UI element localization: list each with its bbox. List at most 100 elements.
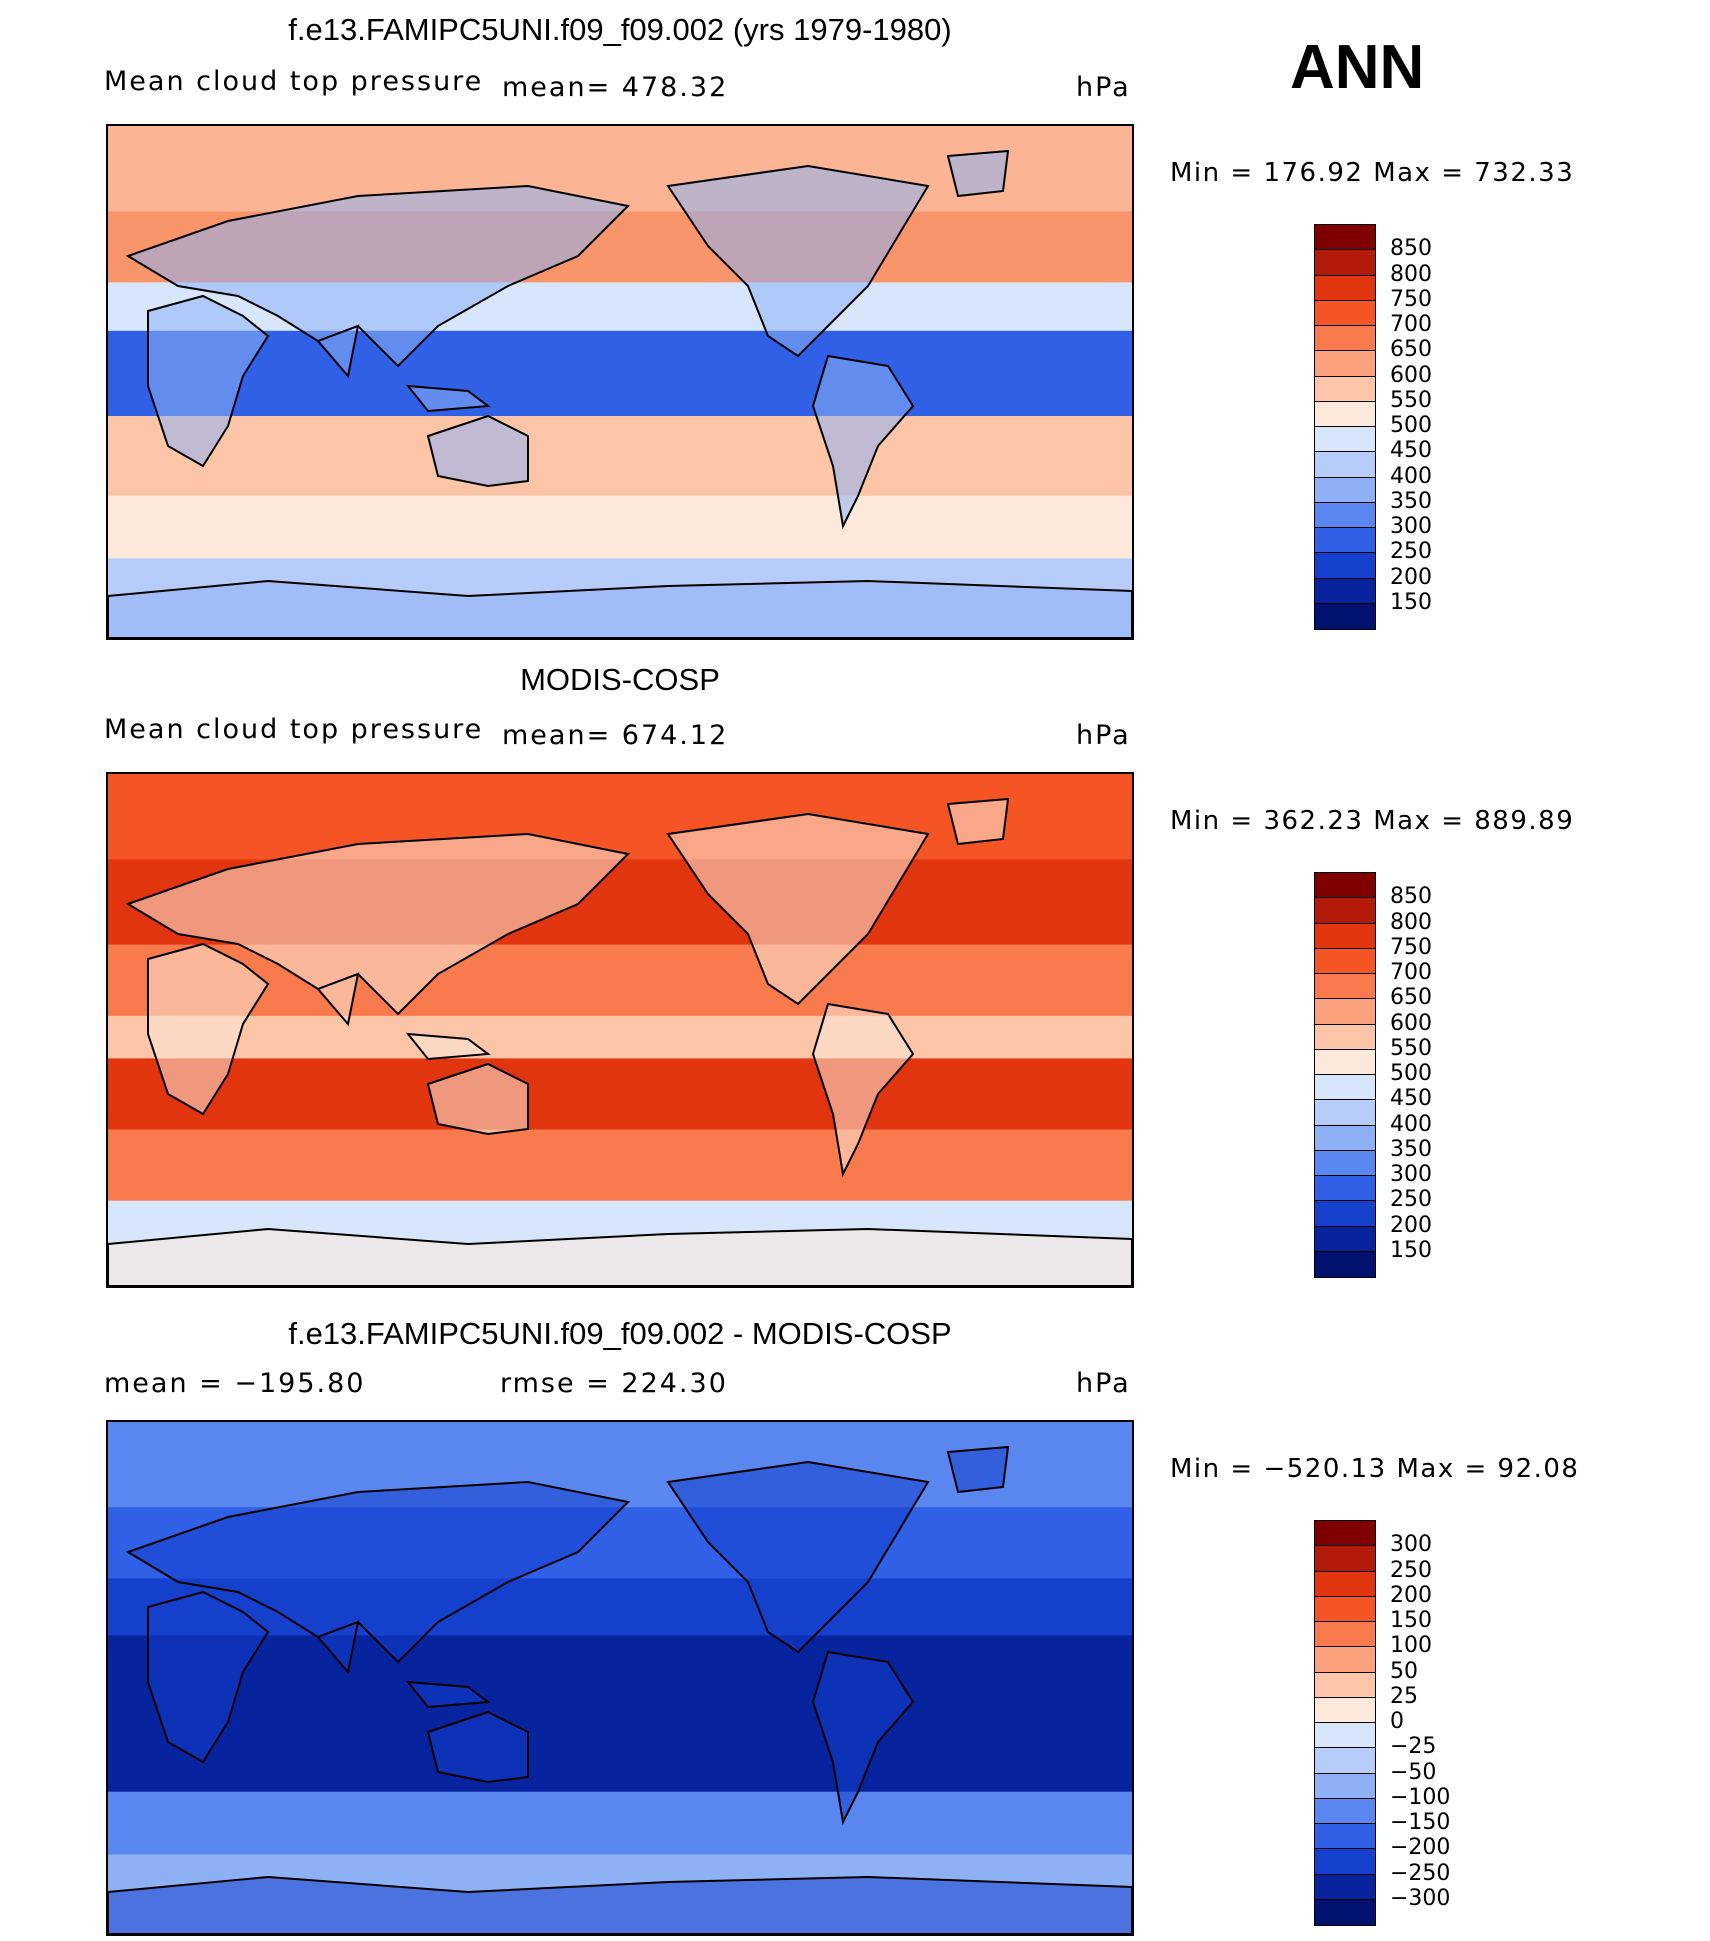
map-obs <box>106 772 1134 1288</box>
colorbar-label: 550 <box>1390 1035 1432 1061</box>
colorbar-swatch <box>1315 1874 1375 1900</box>
coastline <box>125 184 631 368</box>
map-diff <box>106 1420 1134 1936</box>
coastline <box>147 942 270 1116</box>
colorbar-label: 25 <box>1390 1683 1418 1709</box>
variable-label: Mean cloud top pressure <box>104 66 484 97</box>
coastline <box>946 149 1010 198</box>
colorbar-swatch <box>1315 401 1375 427</box>
colorbar-swatch <box>1315 1546 1375 1572</box>
map-svg <box>108 774 1132 1286</box>
coastline <box>405 1032 491 1061</box>
map-model <box>106 124 1134 640</box>
coastline <box>666 812 930 1006</box>
colorbar-swatch <box>1315 275 1375 301</box>
colorbar-label: 500 <box>1390 413 1432 438</box>
latitude-band <box>108 416 1132 496</box>
colorbar-obs <box>1314 872 1376 1278</box>
colorbar-label: 250 <box>1390 1187 1432 1213</box>
colorbar-label: 600 <box>1390 1010 1432 1036</box>
colorbar-label: 50 <box>1390 1658 1418 1684</box>
colorbar-label: 700 <box>1390 960 1432 985</box>
colorbar-label: 100 <box>1390 1633 1432 1659</box>
colorbar-label: 150 <box>1390 1237 1432 1263</box>
coastline <box>405 1680 491 1709</box>
colorbar-label: 150 <box>1390 1608 1432 1633</box>
rmse-label: rmse = 224.30 <box>500 1368 728 1399</box>
panel-title: MODIS-COSP <box>520 662 720 697</box>
colorbar-swatch <box>1315 999 1375 1025</box>
colorbar-label: 400 <box>1390 1111 1432 1137</box>
coastline <box>426 414 529 488</box>
colorbar-label: 150 <box>1390 589 1432 615</box>
colorbar-swatch <box>1315 1049 1375 1075</box>
colorbar-model <box>1314 224 1376 630</box>
colorbar-swatch <box>1315 477 1375 503</box>
colorbar-swatch <box>1315 578 1375 604</box>
colorbar-swatch <box>1315 528 1375 554</box>
colorbar-label: 0 <box>1390 1709 1404 1734</box>
latitude-band <box>108 330 1132 417</box>
colorbar-swatch <box>1315 452 1375 478</box>
colorbar-label: 800 <box>1390 261 1432 287</box>
colorbar-swatch <box>1315 1150 1375 1176</box>
colorbar-swatch <box>1315 326 1375 352</box>
colorbar-swatch <box>1315 1672 1375 1698</box>
colorbar-label: 350 <box>1390 488 1432 514</box>
map-svg <box>108 1422 1132 1934</box>
coastline <box>147 1590 270 1764</box>
mean-label: mean= 478.32 <box>502 72 729 103</box>
colorbar-label: 850 <box>1390 884 1432 910</box>
colorbar-swatch <box>1315 1798 1375 1824</box>
latitude-band <box>108 1058 1132 1130</box>
units-label: hPa <box>1076 720 1131 751</box>
colorbar-label: 300 <box>1390 514 1432 539</box>
colorbar-label: 550 <box>1390 387 1432 413</box>
units-label: hPa <box>1076 72 1131 103</box>
colorbar-label: 850 <box>1390 236 1432 262</box>
colorbar-label: 450 <box>1390 438 1432 464</box>
colorbar-swatch <box>1315 1125 1375 1151</box>
colorbar-label: −200 <box>1390 1835 1451 1861</box>
colorbar-swatch <box>1315 376 1375 402</box>
colorbar-swatch <box>1315 1773 1375 1799</box>
colorbar-label: 200 <box>1390 1212 1432 1238</box>
colorbar-diff <box>1314 1520 1376 1926</box>
latitude-band <box>108 495 1132 559</box>
colorbar-swatch <box>1315 873 1375 899</box>
coastline <box>108 579 1132 638</box>
units-label: hPa <box>1076 1368 1131 1399</box>
colorbar-swatch <box>1315 502 1375 528</box>
panel-title: f.e13.FAMIPC5UNI.f09_f09.002 (yrs 1979-1… <box>288 12 952 47</box>
coastline <box>666 1460 930 1654</box>
colorbar-swatch <box>1315 1100 1375 1126</box>
colorbar-label: 750 <box>1390 286 1432 312</box>
min-max-label: Min = 362.23 Max = 889.89 <box>1170 806 1575 836</box>
colorbar-swatch <box>1315 1571 1375 1597</box>
coastline <box>125 1480 631 1664</box>
latitude-band <box>108 1015 1132 1059</box>
coastline <box>125 832 631 1016</box>
latitude-band <box>108 1635 1132 1792</box>
colorbar-swatch <box>1315 1899 1375 1925</box>
coastline <box>666 164 930 358</box>
coastline <box>316 972 360 1027</box>
colorbar-swatch <box>1315 603 1375 629</box>
panel-title: f.e13.FAMIPC5UNI.f09_f09.002 - MODIS-COS… <box>288 1316 952 1351</box>
colorbar-label: −100 <box>1390 1784 1451 1810</box>
colorbar-swatch <box>1315 974 1375 1000</box>
colorbar-label: 700 <box>1390 312 1432 337</box>
colorbar-swatch <box>1315 1824 1375 1850</box>
colorbar-swatch <box>1315 1748 1375 1774</box>
coastline <box>316 324 360 379</box>
colorbar-label: −50 <box>1390 1759 1437 1785</box>
coastline <box>108 1875 1132 1934</box>
min-max-label: Min = 176.92 Max = 732.33 <box>1170 158 1575 188</box>
colorbar-swatch <box>1315 1723 1375 1749</box>
colorbar-label: 300 <box>1390 1162 1432 1187</box>
colorbar-label: 250 <box>1390 1557 1432 1583</box>
coastline <box>426 1062 529 1136</box>
colorbar-swatch <box>1315 1622 1375 1648</box>
colorbar-swatch <box>1315 427 1375 453</box>
colorbar-swatch <box>1315 351 1375 377</box>
